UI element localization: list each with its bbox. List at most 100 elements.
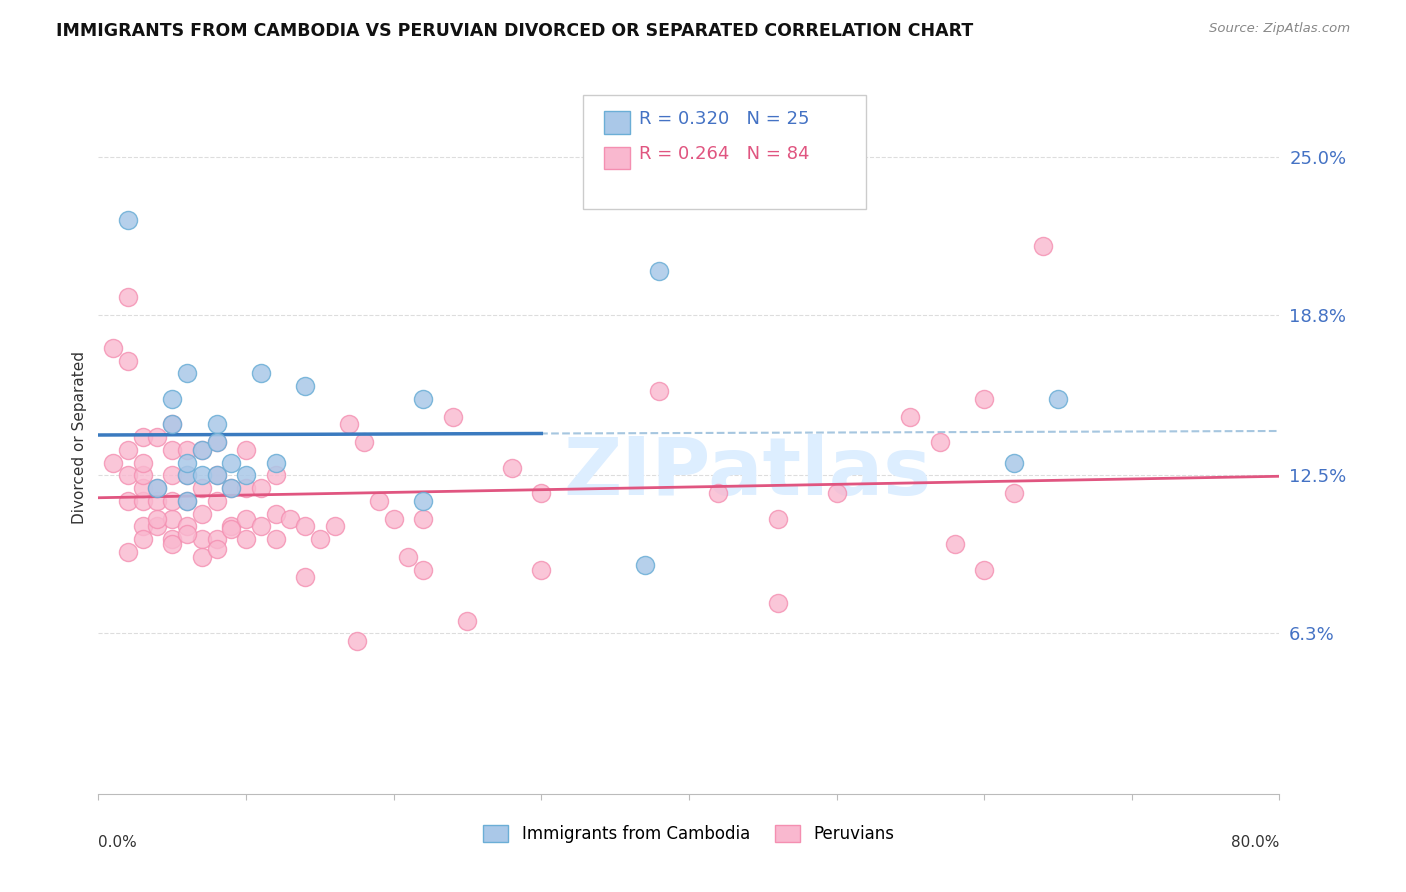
- Point: [176, 527, 198, 541]
- FancyBboxPatch shape: [582, 95, 866, 209]
- Point: [294, 519, 316, 533]
- Point: [530, 563, 553, 577]
- Point: [235, 468, 257, 483]
- Point: [280, 511, 302, 525]
- Point: [103, 456, 125, 470]
- Point: [501, 460, 523, 475]
- Point: [162, 511, 183, 525]
- Point: [412, 563, 434, 577]
- Point: [117, 290, 139, 304]
- Point: [707, 486, 730, 500]
- Point: [176, 519, 198, 533]
- Text: R = 0.264   N = 84: R = 0.264 N = 84: [640, 145, 810, 163]
- Text: IMMIGRANTS FROM CAMBODIA VS PERUVIAN DIVORCED OR SEPARATED CORRELATION CHART: IMMIGRANTS FROM CAMBODIA VS PERUVIAN DIV…: [56, 22, 973, 40]
- Point: [132, 493, 155, 508]
- Point: [176, 468, 198, 483]
- Y-axis label: Divorced or Separated: Divorced or Separated: [72, 351, 87, 524]
- Point: [382, 511, 405, 525]
- Point: [191, 468, 214, 483]
- Point: [294, 570, 316, 584]
- Point: [191, 442, 214, 457]
- Point: [766, 596, 789, 610]
- Point: [117, 353, 139, 368]
- Point: [205, 542, 228, 557]
- Point: [162, 417, 183, 432]
- Point: [103, 341, 125, 355]
- Point: [132, 468, 155, 483]
- Point: [1002, 456, 1025, 470]
- Point: [176, 442, 198, 457]
- Point: [132, 456, 155, 470]
- Point: [264, 532, 287, 546]
- Point: [176, 456, 198, 470]
- Point: [309, 532, 332, 546]
- Point: [235, 481, 257, 495]
- Point: [191, 507, 214, 521]
- Point: [235, 532, 257, 546]
- Point: [176, 468, 198, 483]
- Point: [162, 493, 183, 508]
- Bar: [605, 146, 630, 169]
- Point: [205, 493, 228, 508]
- Point: [176, 493, 198, 508]
- Point: [973, 392, 995, 406]
- Point: [191, 481, 214, 495]
- Text: 0.0%: 0.0%: [98, 836, 138, 850]
- Point: [221, 456, 243, 470]
- Point: [634, 558, 657, 572]
- Point: [235, 511, 257, 525]
- Point: [766, 511, 789, 525]
- Point: [648, 264, 671, 278]
- Point: [191, 442, 214, 457]
- Point: [943, 537, 966, 551]
- Point: [825, 486, 848, 500]
- Point: [146, 481, 169, 495]
- Point: [900, 409, 922, 424]
- Point: [221, 481, 243, 495]
- Point: [323, 519, 346, 533]
- Point: [221, 519, 243, 533]
- Point: [117, 545, 139, 559]
- Point: [250, 367, 273, 381]
- Point: [146, 430, 169, 444]
- Point: [412, 392, 434, 406]
- Point: [132, 519, 155, 533]
- Point: [264, 456, 287, 470]
- Point: [346, 634, 368, 648]
- Point: [162, 532, 183, 546]
- Legend: Immigrants from Cambodia, Peruvians: Immigrants from Cambodia, Peruvians: [477, 818, 901, 850]
- Point: [132, 532, 155, 546]
- Point: [264, 507, 287, 521]
- Point: [929, 435, 952, 450]
- Point: [368, 493, 391, 508]
- Point: [117, 468, 139, 483]
- Point: [146, 519, 169, 533]
- Point: [339, 417, 361, 432]
- Point: [235, 442, 257, 457]
- Point: [973, 563, 995, 577]
- Point: [250, 519, 273, 533]
- Text: R = 0.320   N = 25: R = 0.320 N = 25: [640, 110, 810, 128]
- Point: [264, 468, 287, 483]
- Point: [457, 614, 479, 628]
- Point: [205, 417, 228, 432]
- Point: [294, 379, 316, 393]
- Point: [162, 417, 183, 432]
- Point: [162, 537, 183, 551]
- Point: [398, 549, 420, 564]
- Point: [353, 435, 375, 450]
- Text: ZIPatlas: ZIPatlas: [564, 434, 932, 512]
- Point: [162, 468, 183, 483]
- Point: [132, 430, 155, 444]
- Point: [530, 486, 553, 500]
- Point: [146, 493, 169, 508]
- Point: [132, 481, 155, 495]
- Point: [176, 367, 198, 381]
- Point: [205, 435, 228, 450]
- Point: [162, 442, 183, 457]
- Point: [441, 409, 464, 424]
- Point: [1046, 392, 1070, 406]
- Point: [250, 481, 273, 495]
- Point: [191, 532, 214, 546]
- Point: [1002, 486, 1025, 500]
